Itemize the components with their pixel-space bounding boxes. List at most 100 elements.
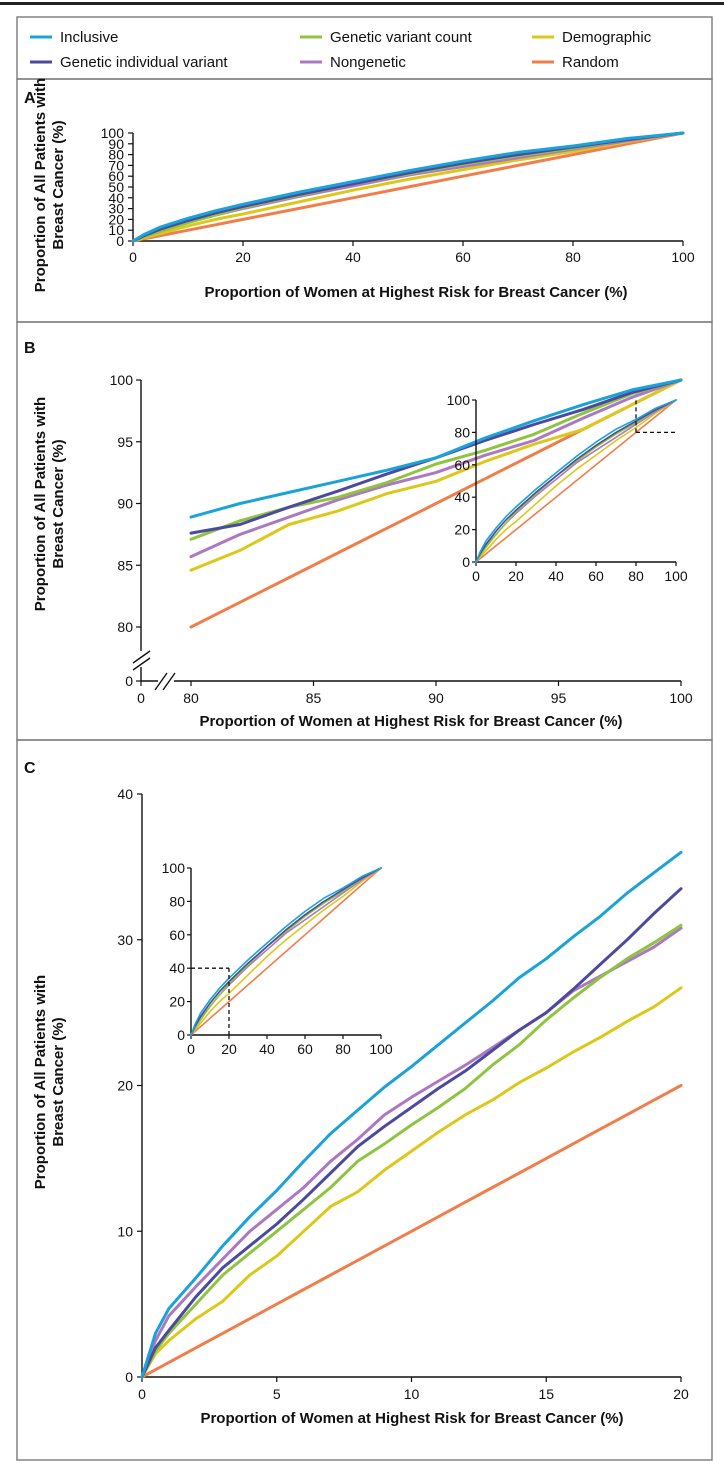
panel-c-series-nongenetic bbox=[140, 926, 683, 1379]
panel-c-inset-series-demographic bbox=[190, 867, 382, 1036]
panel-b-inset-ytick-label-40: 40 bbox=[454, 489, 470, 505]
panel-b-xtick-label-85: 85 bbox=[306, 690, 322, 706]
panel-a-ytick-label-20: 20 bbox=[108, 211, 124, 227]
panel-c-inset-series-random bbox=[190, 867, 382, 1036]
legend-label-demographic: Demographic bbox=[562, 29, 652, 46]
panel-c-ytick-label-20: 20 bbox=[117, 1078, 133, 1094]
panel-b-xtick-label-95: 95 bbox=[551, 690, 567, 706]
panel-b-series-demographic bbox=[189, 378, 683, 572]
panel-b-series-inclusive bbox=[189, 378, 683, 519]
panel-a-xtick-label-100: 100 bbox=[671, 249, 695, 265]
panel-c-ylabel-line2: Breast Cancer (%) bbox=[50, 1017, 67, 1146]
panel-c-inset-xtick-label-100: 100 bbox=[369, 1041, 393, 1057]
panel-b-y-break-mark-1 bbox=[132, 657, 151, 671]
panel-a-xlabel: Proportion of Women at Highest Risk for … bbox=[204, 284, 627, 301]
panel-b-x-break-mark-1 bbox=[154, 672, 168, 691]
panel-c-ytick-label-0: 0 bbox=[125, 1369, 133, 1385]
panel-b-ylabel-line2: Breast Cancer (%) bbox=[50, 439, 67, 568]
panel-c-series-random bbox=[140, 1084, 683, 1379]
panel-c-ylabel: Proportion of All Patients with bbox=[32, 975, 49, 1189]
panel-b-ytick-label-80: 80 bbox=[117, 619, 133, 635]
panel-b-xtick-label-80: 80 bbox=[183, 690, 199, 706]
panel-b: 0 80 85 90 95 100 0 80 85 90 95 100 Proportion of Wo… bbox=[32, 372, 693, 730]
panel-a-xtick-label-40: 40 bbox=[345, 249, 361, 265]
panel-c-series-demographic bbox=[140, 986, 683, 1379]
panel-c-inset-xtick-label-40: 40 bbox=[259, 1041, 275, 1057]
panel-c-inset-xtick-label-0: 0 bbox=[187, 1041, 195, 1057]
panel-a-ytick-label-0: 0 bbox=[116, 233, 124, 249]
panel-c-inset-series-inclusive bbox=[190, 867, 382, 1036]
panel-c-xtick-label-10: 10 bbox=[404, 1386, 420, 1402]
panel-a-ytick-label-30: 30 bbox=[108, 201, 124, 217]
panel-c-series-inclusive bbox=[140, 850, 683, 1379]
legend: Inclusive Genetic variant count Demographi… bbox=[30, 29, 652, 71]
panel-a-ytick-label-100: 100 bbox=[101, 125, 125, 141]
panel-b-id: B bbox=[24, 340, 36, 357]
panel-b-ylabel: Proportion of All Patients with bbox=[32, 397, 49, 611]
legend-label-nongenetic: Nongenetic bbox=[330, 54, 406, 71]
panel-b-inset-series-inclusive bbox=[475, 399, 677, 563]
panel-b-ytick-label-85: 85 bbox=[117, 557, 133, 573]
panel-c-series-genetic-individual-variant bbox=[140, 887, 683, 1379]
panel-c-id: C bbox=[24, 760, 36, 777]
panel-a-xtick-label-60: 60 bbox=[455, 249, 471, 265]
panel-b-ytick-label-95: 95 bbox=[117, 434, 133, 450]
top-rule bbox=[0, 2, 724, 5]
panel-b-xtick-label-90: 90 bbox=[428, 690, 444, 706]
legend-label-inclusive: Inclusive bbox=[60, 29, 118, 46]
panel-a-id: A bbox=[24, 90, 36, 107]
panel-b-ytick-label-100: 100 bbox=[110, 372, 134, 388]
panel-a-ytick-label-70: 70 bbox=[108, 157, 124, 173]
panel-c-inset-ytick-label-80: 80 bbox=[169, 893, 185, 909]
panel-a-ytick-label-10: 10 bbox=[108, 222, 124, 238]
panel-b-x-break-mark-2 bbox=[162, 672, 176, 691]
panel-b-xtick-label-0: 0 bbox=[137, 690, 145, 706]
panel-c-inset-ytick-label-100: 100 bbox=[162, 860, 186, 876]
panel-b-inset-xtick-label-100: 100 bbox=[664, 568, 688, 584]
panel-b-ytick-label-90: 90 bbox=[117, 496, 133, 512]
panel-a-ylabel: Proportion of All Patients with bbox=[32, 78, 49, 292]
panel-c-inset-ytick-label-20: 20 bbox=[169, 994, 185, 1010]
panel-b-inset-xtick-label-80: 80 bbox=[628, 568, 644, 584]
panel-a-ylabel-line2: Breast Cancer (%) bbox=[50, 120, 67, 249]
panel-c-xtick-label-20: 20 bbox=[673, 1386, 689, 1402]
panel-a-series-demographic bbox=[131, 131, 685, 243]
panel-c-inset-series-nongenetic bbox=[190, 867, 382, 1036]
panel-b-series-nongenetic bbox=[189, 378, 683, 559]
panel-c-xtick-label-15: 15 bbox=[538, 1386, 554, 1402]
panel-c-ytick-label-10: 10 bbox=[117, 1223, 133, 1239]
panel-b-inset-series-nongenetic bbox=[475, 399, 677, 563]
legend-label-random: Random bbox=[562, 54, 619, 71]
panel-c-inset-xtick-label-60: 60 bbox=[297, 1041, 313, 1057]
panel-a-series-inclusive bbox=[131, 131, 685, 243]
panel-c-xlabel: Proportion of Women at Highest Risk for … bbox=[200, 1410, 623, 1427]
panel-c-xtick-label-5: 5 bbox=[273, 1386, 281, 1402]
panel-b-inset-ytick-label-20: 20 bbox=[454, 522, 470, 538]
panel-c-inset-ytick-label-60: 60 bbox=[169, 927, 185, 943]
panel-c-ytick-label-30: 30 bbox=[117, 932, 133, 948]
legend-label-genetic-individual-variant: Genetic individual variant bbox=[60, 54, 228, 71]
panel-a: 0 20 40 60 80 1000102030405060708090100Propor… bbox=[32, 78, 695, 301]
panel-b-inset-ytick-label-60: 60 bbox=[454, 457, 470, 473]
panel-b-xlabel: Proportion of Women at Highest Risk for … bbox=[199, 713, 622, 730]
panel-b-inset-ytick-label-0: 0 bbox=[462, 554, 470, 570]
panel-c-ytick-label-40: 40 bbox=[117, 786, 133, 802]
panel-a-series-random bbox=[131, 131, 685, 243]
panel-c-inset-series-genetic-individual-variant bbox=[190, 867, 382, 1036]
panel-a-ytick-label-60: 60 bbox=[108, 168, 124, 184]
panel-a-xtick-label-0: 0 bbox=[129, 249, 137, 265]
panel-b-inset-xtick-label-40: 40 bbox=[548, 568, 564, 584]
panel-b-xtick-label-100: 100 bbox=[669, 690, 693, 706]
panel-c: 0 5 10 15 20 0 10 20 30 40 Proportion of Women at … bbox=[32, 786, 689, 1427]
panel-b-y-break-mark-2 bbox=[132, 650, 151, 664]
panel-b-ytick-label-0: 0 bbox=[125, 673, 133, 689]
panel-a-xtick-label-20: 20 bbox=[235, 249, 251, 265]
panel-b-inset-ytick-label-80: 80 bbox=[454, 424, 470, 440]
panel-c-inset-ytick-label-40: 40 bbox=[169, 960, 185, 976]
panel-b-inset-series-genetic-individual-variant bbox=[475, 399, 677, 563]
panel-c-frame bbox=[16, 739, 713, 1461]
panel-b-inset-series-demographic bbox=[475, 399, 677, 563]
panel-a-xtick-label-80: 80 bbox=[565, 249, 581, 265]
panel-a-ytick-label-80: 80 bbox=[108, 147, 124, 163]
